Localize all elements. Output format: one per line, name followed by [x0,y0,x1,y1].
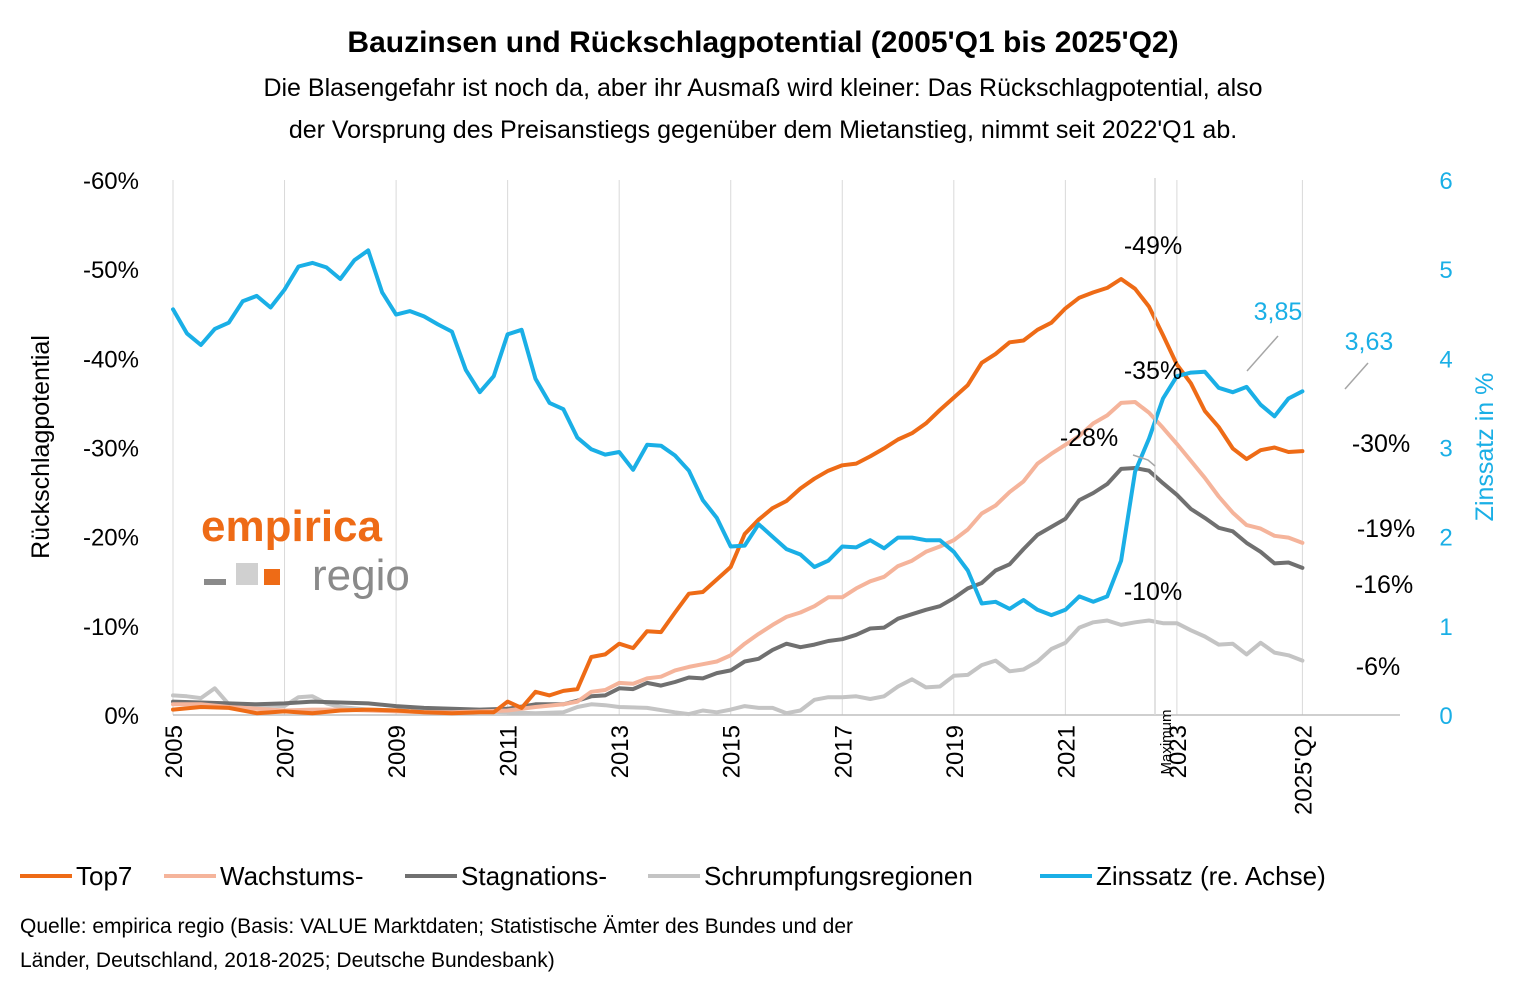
x-tick-label: 2007 [273,725,300,778]
grid [172,180,1303,715]
logo-square-light [236,563,258,585]
annotation-maximum: Maximum [1158,709,1175,774]
annotation-leaders [1132,178,1369,715]
series-line-top7 [171,277,1305,716]
legend: Top7 Wachstums- Stagnations- Schrumpfung… [20,861,1326,891]
y-tick-label: -10% [83,614,139,641]
y2-tick-label: 0 [1439,703,1452,730]
y-tick-label: -60% [83,168,139,195]
logo-main-text: empirica [201,502,383,551]
annotation-end-top7: -30% [1352,430,1410,458]
empirica-logo: empirica regio [201,502,410,600]
x-tick-label: 2005 [161,725,188,778]
annotation-zins-end: 3,63 [1345,328,1394,356]
legend-label-wachstum: Wachstums- [220,861,364,891]
y2-tick-label: 2 [1439,525,1452,552]
y2-tick-label: 6 [1439,168,1452,195]
source-line-1: Quelle: empirica regio (Basis: VALUE Mar… [20,915,853,938]
leader-line-3-85 [1246,335,1279,372]
legend-label-zinssatz: Zinssatz (re. Achse) [1096,861,1326,891]
x-tick-label: 2011 [496,725,523,777]
legend-label-stagnation: Stagnations- [461,861,607,891]
y2-tick-label: 4 [1439,346,1452,373]
chart-title: Bauzinsen und Rückschlagpotential (2005'… [347,26,1178,59]
x-tick-label: 2013 [607,725,634,778]
series-line-zinssatz-re-achse [171,248,1305,618]
y2-axis-label: Zinssatz in % [1471,373,1499,522]
leader-line-3-63 [1344,362,1369,390]
annotation-peak-wachstum: -35% [1124,357,1182,385]
annotation-end-schrumpfung: -6% [1356,653,1400,681]
y-tick-label: -30% [83,436,139,463]
annotation-peak-schrumpfung: -10% [1124,578,1182,606]
x-tick-label: 2019 [942,725,969,778]
logo-sub-text: regio [312,551,410,600]
y-axis-label: Rückschlagpotential [27,335,55,559]
chart-subtitle-line-2: der Vorsprung des Preisanstiegs gegenübe… [289,116,1237,144]
y2-tick-label: 5 [1439,257,1452,284]
y-tick-label: -40% [83,346,139,373]
x-tick-label: 2017 [830,725,857,778]
x-tick-label: 2025'Q2 [1290,725,1317,815]
logo-square-orange [264,569,280,585]
y-tick-label: -50% [83,257,139,284]
logo-bar-dark [204,579,226,585]
x-tick-label: 2023 [1165,725,1192,778]
x-tick-label: 2009 [384,725,411,778]
legend-label-top7: Top7 [76,861,132,891]
annotation-peak-stagnation: -28% [1060,424,1118,452]
source-line-2: Länder, Deutschland, 2018-2025; Deutsche… [20,949,555,972]
x-tick-label: 2021 [1053,725,1080,778]
leader-line-28 [1132,454,1156,467]
chart-subtitle-line-1: Die Blasengefahr ist noch da, aber ihr A… [263,74,1262,102]
legend-label-schrumpfung: Schrumpfungsregionen [704,861,973,891]
x-tick-label: 2015 [719,725,746,778]
annotation-end-wachstum: -19% [1357,515,1415,543]
y2-tick-label: 1 [1439,614,1452,641]
annotation-zins-peak: 3,85 [1254,298,1303,326]
series-lines [171,248,1305,717]
y2-tick-label: 3 [1439,436,1452,463]
y-tick-label: 0% [104,703,139,730]
annotation-peak-top7: -49% [1124,232,1182,260]
axes: 2005 2007 2009 2011 2013 2015 2017 2019 2021 2023… [83,168,1453,815]
annotation-end-stagnation: -16% [1355,571,1413,599]
y-tick-label: -20% [83,525,139,552]
